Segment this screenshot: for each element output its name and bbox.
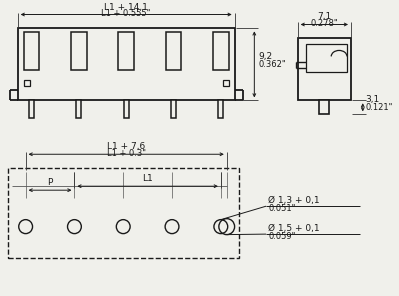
Text: 7,1: 7,1	[317, 12, 332, 22]
Bar	[223, 81, 229, 86]
Text: 0.051": 0.051"	[268, 204, 296, 213]
Bar	[171, 100, 176, 118]
Text: Ø 1,3 + 0,1: Ø 1,3 + 0,1	[268, 196, 320, 205]
Bar	[71, 33, 87, 70]
Bar	[24, 81, 30, 86]
Bar	[118, 33, 134, 70]
Bar	[213, 33, 229, 70]
Text: L1 + 0.555": L1 + 0.555"	[101, 9, 151, 18]
Bar	[319, 100, 329, 114]
Bar	[8, 168, 239, 258]
Bar	[306, 44, 347, 73]
Bar	[76, 100, 81, 118]
Text: 9,2: 9,2	[258, 52, 273, 62]
Text: L1 + 14,1: L1 + 14,1	[104, 2, 148, 12]
Bar	[298, 38, 351, 100]
Text: Ø 1,5 + 0,1: Ø 1,5 + 0,1	[268, 224, 320, 233]
Text: 0.278": 0.278"	[310, 20, 338, 28]
Bar	[18, 28, 235, 100]
Bar	[166, 33, 182, 70]
Text: L1 + 0.3": L1 + 0.3"	[107, 149, 146, 158]
Bar	[29, 100, 34, 118]
Bar	[218, 100, 223, 118]
Text: L1 + 7,6: L1 + 7,6	[107, 142, 145, 151]
Text: 0.121": 0.121"	[366, 103, 393, 112]
Text: L1: L1	[142, 174, 153, 183]
Text: 0.059": 0.059"	[268, 232, 296, 241]
Text: 0.362": 0.362"	[258, 60, 286, 69]
Bar	[24, 33, 40, 70]
Text: 3,1: 3,1	[366, 95, 380, 104]
Text: P: P	[47, 178, 53, 187]
Bar	[124, 100, 128, 118]
